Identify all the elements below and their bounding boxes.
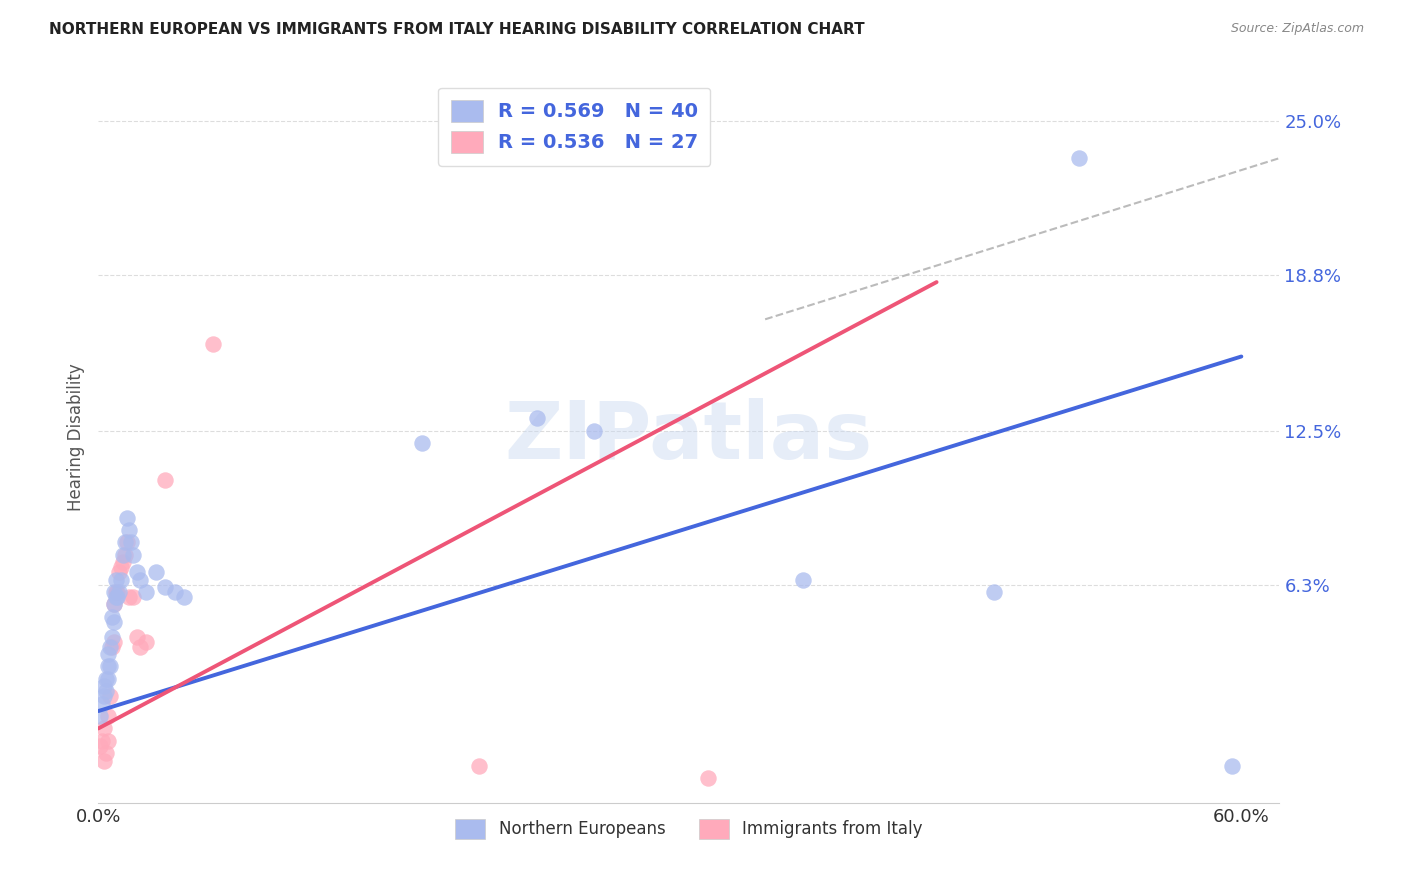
Point xyxy=(458,89,481,103)
Point xyxy=(129,573,152,587)
Point xyxy=(125,630,148,644)
Point xyxy=(121,548,143,562)
Point xyxy=(93,722,115,736)
Point xyxy=(89,709,111,723)
Y-axis label: Hearing Disability: Hearing Disability xyxy=(66,363,84,511)
Point xyxy=(118,590,141,604)
Point xyxy=(104,585,127,599)
Point xyxy=(110,560,132,574)
Point xyxy=(103,598,125,612)
Point xyxy=(104,590,127,604)
Point xyxy=(201,337,224,351)
Point xyxy=(153,580,176,594)
Point xyxy=(582,424,605,438)
Point xyxy=(983,585,1005,599)
Point xyxy=(93,754,115,768)
Point xyxy=(112,548,135,562)
Text: ZIPatlas: ZIPatlas xyxy=(505,398,873,476)
Point xyxy=(91,734,114,748)
Point xyxy=(120,535,142,549)
Point xyxy=(115,535,138,549)
Point xyxy=(103,634,125,648)
Point xyxy=(173,590,195,604)
Point xyxy=(93,679,115,693)
Point xyxy=(104,573,127,587)
Point xyxy=(97,672,120,686)
Point xyxy=(100,610,122,624)
Point xyxy=(1220,758,1243,772)
Point xyxy=(112,555,135,569)
Point xyxy=(103,585,125,599)
Point xyxy=(107,590,129,604)
Point xyxy=(94,672,117,686)
Point xyxy=(91,697,114,711)
Point xyxy=(93,689,115,703)
Point xyxy=(114,535,136,549)
Point xyxy=(97,647,120,661)
Point xyxy=(121,590,143,604)
Point xyxy=(125,565,148,579)
Point xyxy=(98,640,121,654)
Point xyxy=(153,474,176,488)
Point xyxy=(103,598,125,612)
Point xyxy=(145,565,167,579)
Point xyxy=(98,689,121,703)
Point xyxy=(94,746,117,760)
Point xyxy=(526,411,548,425)
Point xyxy=(107,585,129,599)
Text: Source: ZipAtlas.com: Source: ZipAtlas.com xyxy=(1230,22,1364,36)
Point xyxy=(108,565,131,579)
Point xyxy=(792,573,814,587)
Point xyxy=(163,585,186,599)
Point xyxy=(98,659,121,673)
Point xyxy=(97,734,120,748)
Point xyxy=(114,548,136,562)
Point xyxy=(468,758,491,772)
Point xyxy=(411,436,433,450)
Point xyxy=(110,573,132,587)
Point xyxy=(94,684,117,698)
Point xyxy=(115,510,138,524)
Point xyxy=(100,630,122,644)
Point xyxy=(97,709,120,723)
Point xyxy=(129,640,152,654)
Text: NORTHERN EUROPEAN VS IMMIGRANTS FROM ITALY HEARING DISABILITY CORRELATION CHART: NORTHERN EUROPEAN VS IMMIGRANTS FROM ITA… xyxy=(49,22,865,37)
Point xyxy=(118,523,141,537)
Point xyxy=(97,659,120,673)
Point xyxy=(1069,151,1091,165)
Point xyxy=(135,585,157,599)
Legend: Northern Europeans, Immigrants from Italy: Northern Europeans, Immigrants from Ital… xyxy=(449,812,929,846)
Point xyxy=(103,615,125,629)
Point xyxy=(697,771,720,785)
Point xyxy=(108,585,131,599)
Point xyxy=(89,739,111,753)
Point xyxy=(100,640,122,654)
Point xyxy=(135,634,157,648)
